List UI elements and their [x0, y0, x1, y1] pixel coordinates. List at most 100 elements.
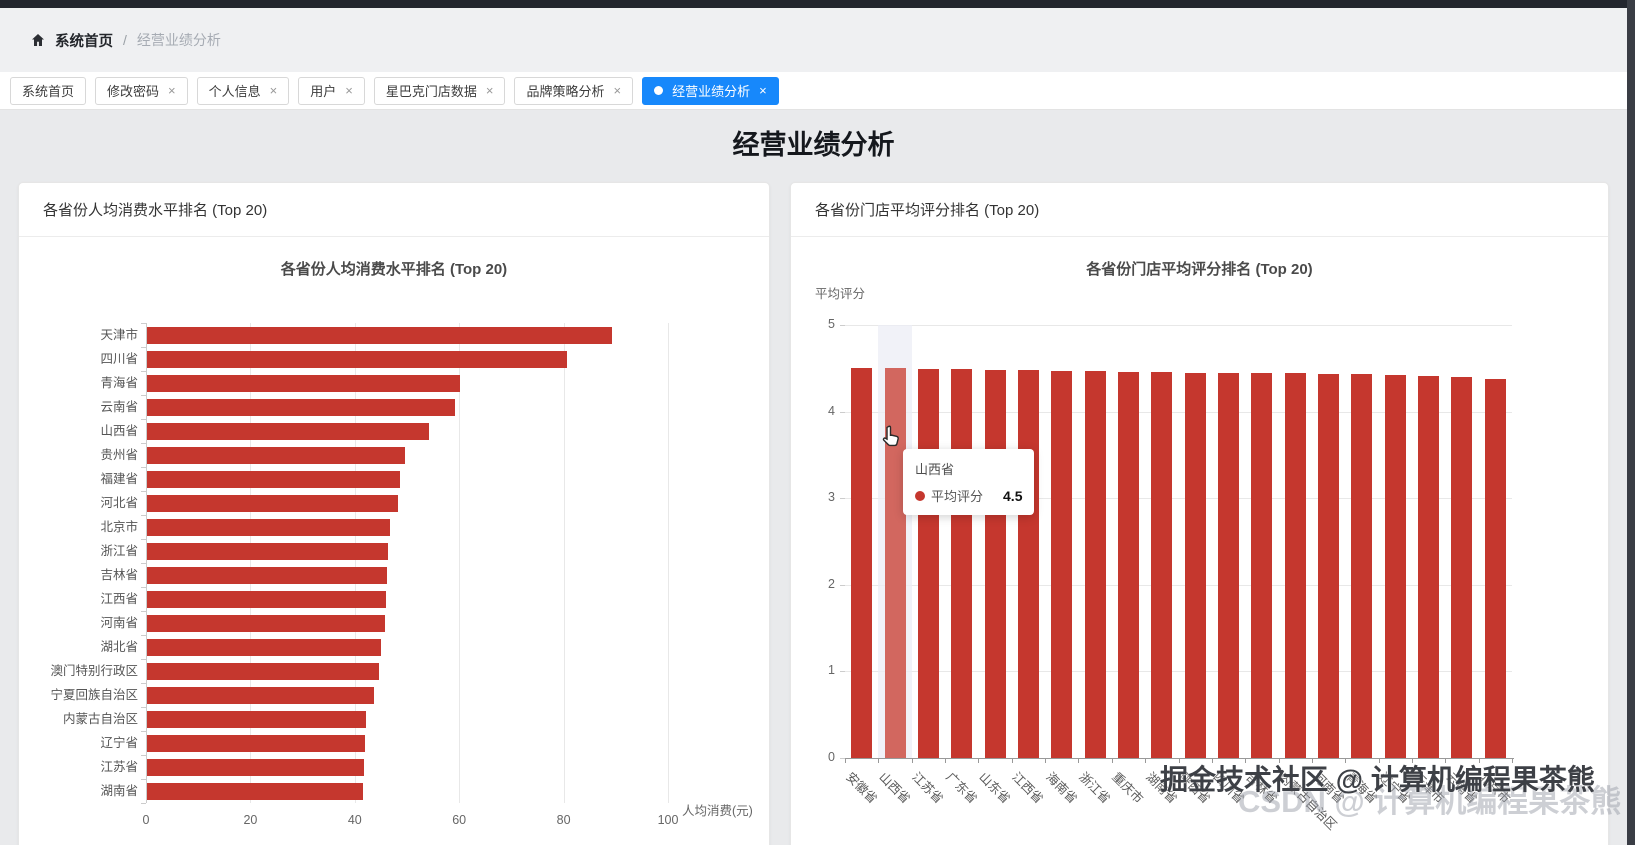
axis-tick [141, 467, 146, 468]
bar-四川省[interactable] [1218, 372, 1240, 758]
axis-tick [141, 515, 146, 516]
tab-品牌策略分析[interactable]: 品牌策略分析 × [514, 76, 634, 105]
bar-内蒙古自治区[interactable] [1284, 373, 1306, 758]
bar-河南省[interactable] [1318, 374, 1340, 758]
x-category-label: 江苏省 [909, 769, 947, 807]
x-tick-label: 0 [142, 813, 150, 827]
tooltip-series-name: 平均评分 [931, 489, 984, 504]
bar-湖南省[interactable] [1151, 371, 1173, 758]
bar-海南省[interactable] [1051, 370, 1073, 758]
category-label: 山西省 [100, 424, 138, 438]
bar-北京市[interactable] [147, 518, 390, 536]
bar-山西省[interactable] [884, 368, 906, 758]
bar-湖南省[interactable] [147, 782, 364, 800]
bar-吉林省[interactable] [147, 566, 388, 584]
bar-安徽省[interactable] [851, 368, 873, 758]
gridline [668, 323, 669, 803]
bar-广东省[interactable] [951, 369, 973, 758]
x-category-label: 广东省 [942, 769, 980, 807]
tab-修改密码[interactable]: 修改密码 × [95, 76, 188, 105]
gridline [845, 411, 1512, 413]
close-icon[interactable]: × [485, 83, 494, 98]
home-icon[interactable] [30, 32, 46, 48]
gridline [354, 323, 356, 803]
axis-tick [978, 758, 980, 763]
bar-河北省[interactable] [147, 494, 398, 512]
tab-经营业绩分析[interactable]: 经营业绩分析 × [642, 76, 779, 105]
bar-陕西省[interactable] [1184, 372, 1206, 758]
bar-云南省[interactable] [1451, 376, 1473, 758]
watermark-csdn: CSDN @ 计算机编程果茶熊 [1238, 784, 1622, 819]
x-axis-name: 人均消费(元) [682, 804, 753, 818]
bar-四川省[interactable] [147, 350, 568, 368]
bar-辽宁省[interactable] [147, 734, 366, 752]
main-content: 经营业绩分析 各省份人均消费水平排名 (Top 20) 各省份人均消费水平排名 … [0, 110, 1627, 845]
tab-label: 系统首页 [22, 84, 75, 99]
x-category-label: 海南省 [1043, 769, 1080, 807]
category-label: 湖南省 [100, 784, 138, 798]
watermark-juejin: 掘金技术社区 @ 计算机编程果茶熊 [1160, 764, 1595, 795]
bar-天津市[interactable] [1418, 376, 1440, 758]
tab-星巴克门店数据[interactable]: 星巴克门店数据 × [373, 76, 506, 105]
bar-天津市[interactable] [147, 326, 612, 344]
breadcrumb-home[interactable]: 系统首页 [55, 33, 113, 50]
category-label: 天津市 [100, 328, 138, 342]
category-label: 四川省 [100, 352, 138, 366]
axis-tick [1278, 758, 1280, 763]
bar-澳门特别行政区[interactable] [147, 662, 379, 680]
bar-云南省[interactable] [147, 398, 455, 416]
bar-山东省[interactable] [984, 370, 1006, 758]
tab-个人信息[interactable]: 个人信息 × [196, 76, 290, 105]
bar-宁夏回族自治区[interactable] [147, 686, 375, 704]
tab-label: 用户 [310, 84, 337, 99]
bar-山西省[interactable] [147, 422, 429, 440]
axis-tick [1178, 758, 1180, 763]
bar-内蒙古自治区[interactable] [147, 710, 367, 728]
bar-江西省[interactable] [1017, 370, 1039, 758]
tab-系统首页[interactable]: 系统首页 [10, 76, 87, 105]
bar-贵州省[interactable] [147, 446, 406, 464]
close-icon[interactable]: × [345, 83, 353, 98]
axis-tick [141, 803, 146, 804]
axis-tick [141, 635, 146, 636]
gridline [146, 323, 147, 803]
tab-bar: 系统首页 修改密码 × 个人信息 × 用户 × 星巴克门店数据 × 品牌策略分析 × 经营业绩分析 × [0, 72, 1627, 110]
bar-浙江省[interactable] [1084, 370, 1106, 758]
bar-湖北省[interactable] [147, 638, 381, 656]
bar-青海省[interactable] [1351, 374, 1373, 758]
bar-福建省[interactable] [147, 470, 401, 488]
bar-重庆市[interactable] [1117, 371, 1139, 758]
axis-tick [1411, 758, 1413, 763]
axis-tick [141, 443, 146, 444]
bar-浙江省[interactable] [147, 542, 389, 560]
bar-江苏省[interactable] [147, 758, 365, 776]
window-right-scrollbar[interactable] [1627, 0, 1635, 845]
close-icon[interactable]: × [759, 83, 767, 98]
close-icon[interactable]: × [168, 83, 176, 98]
bar-辽宁省[interactable] [1384, 375, 1406, 758]
axis-tick [141, 659, 146, 660]
gridline [250, 323, 252, 803]
axis-tick [878, 758, 880, 763]
bar-吉林省[interactable] [1251, 373, 1273, 758]
tab-用户[interactable]: 用户 × [298, 76, 365, 105]
card-consumption-ranking: 各省份人均消费水平排名 (Top 20) 各省份人均消费水平排名 (Top 20… [18, 182, 770, 845]
close-icon[interactable]: × [613, 83, 622, 98]
category-label: 湖北省 [100, 640, 138, 654]
cards-row: 各省份人均消费水平排名 (Top 20) 各省份人均消费水平排名 (Top 20… [0, 182, 1627, 845]
axis-tick [1512, 758, 1513, 763]
axis-tick [141, 755, 146, 756]
bar-青海省[interactable] [147, 374, 461, 392]
bar-北京市[interactable] [1484, 378, 1506, 758]
bar-江西省[interactable] [147, 590, 387, 608]
tooltip-row: 平均评分 4.5 [915, 486, 1022, 505]
gridline [459, 323, 461, 803]
x-tick-label: 60 [452, 813, 467, 827]
bar-江苏省[interactable] [917, 369, 939, 758]
bar-河南省[interactable] [147, 614, 386, 632]
close-icon[interactable]: × [269, 83, 278, 98]
x-axis-line [845, 758, 1514, 759]
category-label: 澳门特别行政区 [50, 664, 138, 678]
axis-tick [911, 758, 913, 763]
tab-label: 星巴克门店数据 [385, 84, 477, 99]
